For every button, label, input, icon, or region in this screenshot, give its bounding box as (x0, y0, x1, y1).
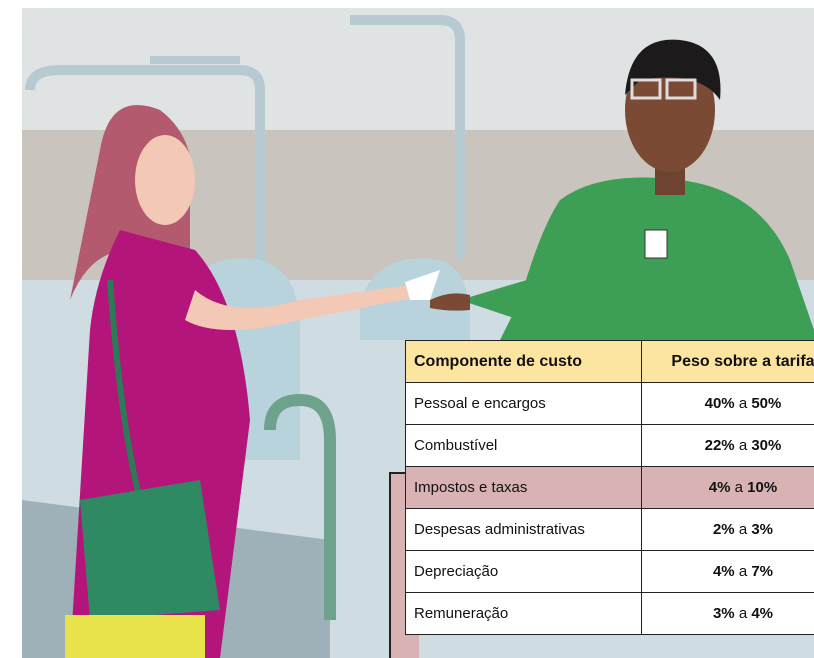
range-bound: 40% (704, 395, 735, 412)
badge (644, 229, 668, 259)
range-bound: 3% (712, 605, 735, 622)
table-row: Depreciação 4% a 7% (405, 550, 814, 593)
range-bound: 50% (751, 395, 782, 412)
range-connector: a (734, 479, 743, 496)
window-frame (350, 15, 465, 260)
window-frame (25, 65, 265, 300)
glasses (665, 78, 697, 100)
header-row: Componente de custo Peso sobre a tarifa (405, 340, 814, 383)
component-cell: Remuneração (405, 592, 642, 635)
bag-strap (107, 279, 143, 501)
woman-arm (185, 285, 412, 330)
table-row: Pessoal e encargos 40% a 50% (405, 382, 814, 425)
component-cell: Despesas administrativas (405, 508, 642, 551)
woman-skirt (65, 615, 205, 658)
range-bound: 4% (751, 605, 774, 622)
range-bound: 22% (704, 437, 735, 454)
range-bound: 4% (708, 479, 731, 496)
glasses (630, 78, 662, 100)
cost-table-container: Componente de custo Peso sobre a tarifa … (405, 340, 814, 658)
range-bound: 7% (751, 563, 774, 580)
table-row: Combustível 22% a 30% (405, 424, 814, 467)
table-row: Despesas administrativas 2% a 3% (405, 508, 814, 551)
range-connector: a (738, 521, 748, 538)
man-hair (625, 39, 721, 100)
cost-table: Componente de custo Peso sobre a tarifa … (405, 340, 814, 635)
weight-cell: 22% a 30% (641, 424, 814, 467)
component-cell: Depreciação (405, 550, 642, 593)
component-cell: Combustível (405, 424, 642, 467)
table-row: Remuneração 3% a 4% (405, 592, 814, 635)
range-bound: 3% (751, 521, 774, 538)
ticket (405, 270, 440, 300)
range-connector: a (738, 563, 748, 580)
table-row: Impostos e taxas 4% a 10% (405, 466, 814, 509)
man-hand (430, 293, 470, 311)
woman-face (135, 135, 195, 225)
weight-cell: 3% a 4% (641, 592, 814, 635)
range-bound: 30% (751, 437, 782, 454)
weight-cell: 4% a 7% (641, 550, 814, 593)
weight-cell: 4% a 10% (641, 466, 814, 509)
turnstile (264, 393, 336, 620)
range-bound: 10% (747, 479, 778, 496)
bag (80, 480, 220, 620)
component-cell: Pessoal e encargos (405, 382, 642, 425)
component-cell: Impostos e taxas (405, 466, 642, 509)
range-connector: a (738, 395, 748, 412)
range-connector: a (738, 605, 748, 622)
range-bound: 2% (712, 521, 735, 538)
range-bound: 4% (712, 563, 735, 580)
header-cell: Componente de custo (405, 340, 642, 383)
header-cell: Peso sobre a tarifa (641, 340, 814, 383)
weight-cell: 40% a 50% (641, 382, 814, 425)
weight-cell: 2% a 3% (641, 508, 814, 551)
man-arm (460, 270, 600, 320)
range-connector: a (738, 437, 748, 454)
